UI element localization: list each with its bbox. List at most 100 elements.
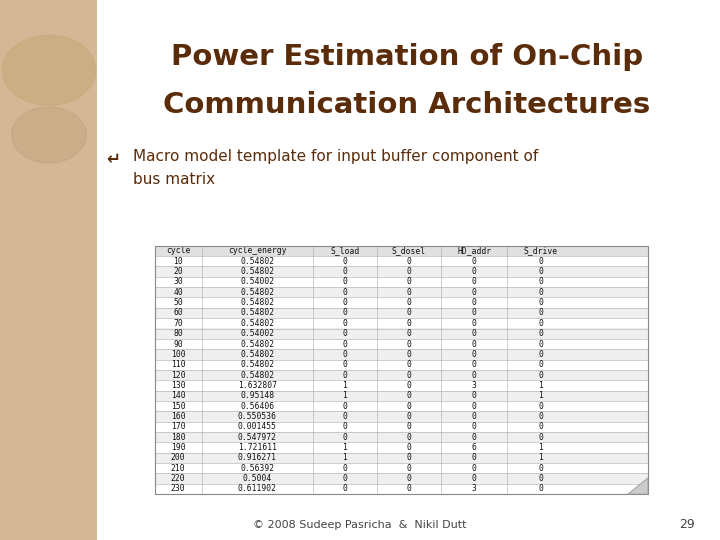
Text: 1.632807: 1.632807 [238,381,276,390]
Text: 0: 0 [342,360,347,369]
Text: 0: 0 [472,308,477,318]
Text: 0: 0 [472,340,477,348]
Text: 0: 0 [472,298,477,307]
Bar [155,266,648,276]
Text: 0.54802: 0.54802 [240,267,274,276]
Bar [155,401,648,411]
Text: 1: 1 [342,381,347,390]
Text: 0: 0 [342,288,347,297]
Text: 220: 220 [171,474,186,483]
Text: 0: 0 [406,392,411,400]
Bar [155,246,648,256]
Bar [155,276,648,287]
Text: 0: 0 [342,340,347,348]
Text: 70: 70 [174,319,183,328]
Bar [155,318,648,328]
Text: 0: 0 [342,278,347,286]
Text: HD_addr: HD_addr [457,246,491,255]
Text: 0: 0 [539,350,543,359]
Text: 190: 190 [171,443,186,452]
Bar [155,298,648,308]
Text: 0.916271: 0.916271 [238,454,276,462]
FancyBboxPatch shape [0,0,97,540]
Text: 80: 80 [174,329,183,338]
Text: 0: 0 [406,329,411,338]
Text: 1: 1 [342,392,347,400]
Text: 1: 1 [539,454,543,462]
Text: 1.721611: 1.721611 [238,443,276,452]
Text: 0: 0 [472,319,477,328]
Circle shape [2,35,96,105]
Text: 0: 0 [539,256,543,266]
Bar [155,308,648,318]
Text: 0.54802: 0.54802 [240,350,274,359]
Bar [155,390,648,401]
Text: 0: 0 [539,267,543,276]
Text: 1: 1 [539,443,543,452]
FancyBboxPatch shape [155,246,648,494]
Text: 0: 0 [406,350,411,359]
Text: 0: 0 [539,370,543,380]
Text: 200: 200 [171,454,186,462]
Text: 0: 0 [539,329,543,338]
Text: 0: 0 [406,278,411,286]
Text: 0: 0 [539,278,543,286]
Text: 0: 0 [539,474,543,483]
Bar [155,474,648,484]
Text: 0: 0 [472,412,477,421]
Text: 0: 0 [342,464,347,472]
Text: 0: 0 [539,288,543,297]
Text: 0: 0 [539,298,543,307]
Text: S_dosel: S_dosel [392,246,426,255]
Text: cycle: cycle [166,246,190,255]
Text: 0: 0 [472,256,477,266]
Text: 0: 0 [472,392,477,400]
Text: 0.54802: 0.54802 [240,340,274,348]
Text: 130: 130 [171,381,186,390]
Text: 0: 0 [342,329,347,338]
Text: 120: 120 [171,370,186,380]
Text: 100: 100 [171,350,186,359]
Text: S_load: S_load [330,246,359,255]
Text: 0.54002: 0.54002 [240,278,274,286]
Bar [155,328,648,339]
Text: 0: 0 [342,484,347,494]
Text: 0: 0 [406,412,411,421]
Text: 0: 0 [472,474,477,483]
Text: 0: 0 [539,412,543,421]
Bar [155,442,648,453]
Text: 0: 0 [539,402,543,410]
Text: 0: 0 [472,360,477,369]
Text: 0.54802: 0.54802 [240,298,274,307]
Text: 1: 1 [342,454,347,462]
Text: 0: 0 [472,350,477,359]
Bar [155,339,648,349]
Text: 0.54002: 0.54002 [240,329,274,338]
Bar [155,432,648,442]
Text: 230: 230 [171,484,186,494]
Text: 3: 3 [472,484,477,494]
Text: 0.001455: 0.001455 [238,422,276,431]
Text: 0: 0 [406,267,411,276]
Text: Power Estimation of On-Chip: Power Estimation of On-Chip [171,43,643,71]
Text: 0: 0 [539,484,543,494]
Text: 0: 0 [472,464,477,472]
Text: 10: 10 [174,256,183,266]
Bar [155,411,648,422]
Text: 40: 40 [174,288,183,297]
Text: 0.54802: 0.54802 [240,319,274,328]
Text: 110: 110 [171,360,186,369]
Text: 0: 0 [406,402,411,410]
Text: 0: 0 [342,256,347,266]
Text: 140: 140 [171,392,186,400]
Text: 1: 1 [539,381,543,390]
Text: 0: 0 [406,308,411,318]
Text: ↵: ↵ [107,150,120,168]
Text: 90: 90 [174,340,183,348]
Text: 0: 0 [539,422,543,431]
Text: 0: 0 [406,484,411,494]
Text: 0.54802: 0.54802 [240,370,274,380]
Text: 20: 20 [174,267,183,276]
Text: 0: 0 [539,464,543,472]
Text: 0: 0 [472,267,477,276]
